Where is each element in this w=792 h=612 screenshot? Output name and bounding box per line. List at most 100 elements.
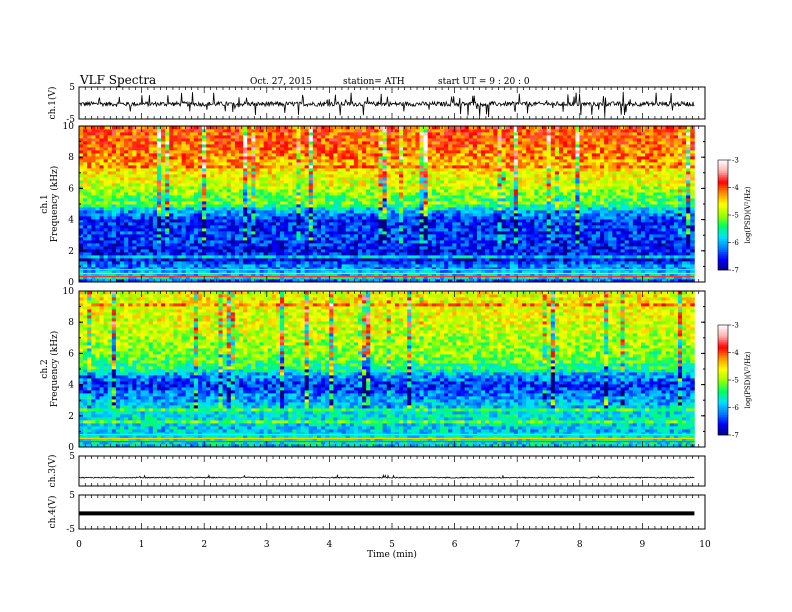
spectrogram-cell [210,267,215,271]
spectrogram-cell [362,210,367,214]
spectrogram-cell [333,237,338,241]
spectrogram-cell [616,234,621,238]
spectrogram-cell [554,264,560,268]
spectrogram-cell [657,255,662,259]
spectrogram-cell [124,261,129,265]
spectrogram-cell [554,189,560,193]
spectrogram-cell [616,267,621,271]
spectrogram-cell [665,243,671,247]
spectrogram-cell [345,189,351,193]
spectrogram-cell [210,252,215,256]
spectrogram-cell [95,270,100,274]
spectrogram-cell [403,249,408,253]
spectrogram-cell [669,237,675,241]
spectrogram-cell [583,252,589,256]
spectrogram-cell [497,213,502,217]
spectrogram-cell [476,258,482,262]
spectrogram-cell [292,231,297,235]
spectrogram-cell [558,234,564,238]
spectrogram-cell [255,213,260,217]
spectrogram-cell [550,189,556,193]
spectrogram-cell [226,201,232,205]
spectrogram-cell [103,246,109,250]
spectrogram-cell [608,270,613,274]
spectrogram-cell [230,258,236,262]
spectrogram-cell [230,279,236,283]
spectrogram-cell [587,249,593,253]
spectrogram-cell [575,225,580,229]
spectrogram-cell [382,207,388,211]
spectrogram-cell [653,213,658,217]
spectrogram-cell [189,249,195,253]
spectrogram-cell [214,234,219,238]
spectrogram-cell [472,210,478,214]
spectrogram-cell [690,201,695,205]
spectrogram-cell [95,198,100,202]
spectrogram-cell [275,213,281,217]
spectrogram-cell [481,273,486,277]
spectrogram-cell [661,270,667,274]
spectrogram-cell [419,231,424,235]
spectrogram-cell [304,261,310,265]
spectrogram-cell [284,249,289,253]
spectrogram-cell [636,234,642,238]
spectrogram-cell [169,270,174,274]
spectrogram-cell [263,186,269,190]
spectrogram-cell [386,270,392,274]
spectrogram-cell [280,255,285,259]
spectrogram-cell [87,201,92,205]
spectrogram-cell [403,210,408,214]
spectrogram-cell [128,276,133,280]
spectrogram-cell [571,273,576,277]
spectrogram-cell [382,249,388,253]
spectrogram-cell [591,219,597,223]
spectrogram-cell [517,234,523,238]
spectrogram-cell [624,264,630,268]
spectrogram-cell [177,216,182,220]
spectrogram-cell [407,207,412,211]
spectrogram-cell [427,201,433,205]
spectrogram-cell [628,270,634,274]
spectrogram-cell [345,225,351,229]
spectrogram-cell [534,249,539,253]
spectrogram-cell [234,183,240,187]
spectrogram-cell [600,264,605,268]
spectrogram-cell [575,249,580,253]
spectrogram-cell [280,198,285,202]
spectrogram-cell [620,276,626,280]
spectrogram-cell [222,264,228,268]
spectrogram-cell [374,255,379,259]
spectrogram-cell [427,258,433,262]
spectrogram-cell [366,213,371,217]
spectrogram-cell [493,246,498,250]
spectrogram-cell [300,243,306,247]
spectrogram-cell [115,279,121,283]
spectrogram-cell [263,225,269,229]
spectrogram-cell [124,255,129,259]
spectrogram-cell [534,243,539,247]
spectrogram-cell [349,198,355,202]
spectrogram-cell [509,195,515,199]
spectrogram-cell [357,270,363,274]
spectrogram-cell [489,279,494,283]
spectrogram-cell [362,261,367,265]
spectrogram-cell [390,279,396,283]
spectrogram-cell [148,186,154,190]
spectrogram-cell [87,258,92,262]
spectrogram-cell [226,273,232,277]
spectrogram-cell [357,246,363,250]
spectrogram-cell [181,201,187,205]
spectrogram-cell [234,210,240,214]
spectrogram-cell [251,276,256,280]
spectrogram-cell [509,264,515,268]
spectrogram-cell [214,225,219,229]
spectrogram-cell [485,261,490,265]
spectrogram-cell [608,240,613,244]
spectrogram-cell [255,234,260,238]
spectrogram-cell [173,180,178,184]
spectrogram-cell [284,192,289,196]
spectrogram-cell [657,234,662,238]
spectrogram-cell [259,183,265,187]
spectrogram-cell [628,213,634,217]
spectrogram-cell [103,279,109,283]
